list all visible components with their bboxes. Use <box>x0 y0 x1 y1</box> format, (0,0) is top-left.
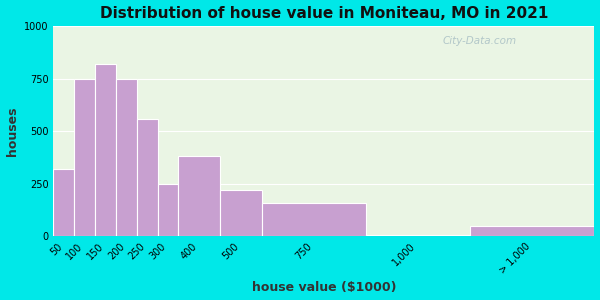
Bar <box>74 79 95 236</box>
Bar <box>116 79 137 236</box>
Y-axis label: houses: houses <box>5 106 19 156</box>
Text: City-Data.com: City-Data.com <box>443 36 517 46</box>
Bar <box>158 184 178 236</box>
Bar <box>178 156 220 236</box>
Title: Distribution of house value in Moniteau, MO in 2021: Distribution of house value in Moniteau,… <box>100 6 548 21</box>
Bar <box>220 190 262 236</box>
Bar <box>470 226 595 236</box>
X-axis label: house value ($1000): house value ($1000) <box>252 281 396 294</box>
Bar <box>53 169 74 236</box>
Bar <box>95 64 116 236</box>
Bar <box>137 118 158 236</box>
Bar <box>262 203 365 236</box>
